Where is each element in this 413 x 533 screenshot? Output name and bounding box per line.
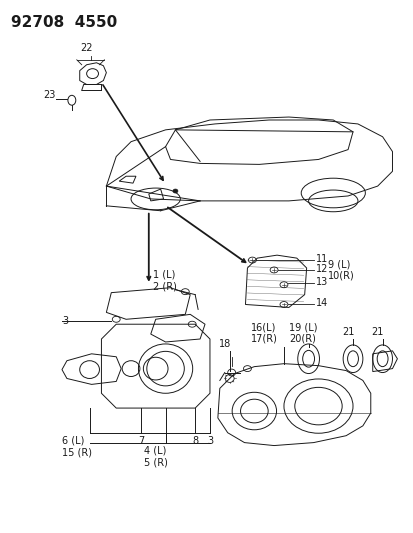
Text: 4 (L)
5 (R): 4 (L) 5 (R): [143, 446, 167, 467]
Text: 6 (L)
15 (R): 6 (L) 15 (R): [62, 435, 92, 457]
Text: 3: 3: [62, 316, 68, 326]
Text: 19 (L)
20(R): 19 (L) 20(R): [289, 322, 317, 344]
Ellipse shape: [173, 189, 178, 193]
Text: 92708  4550: 92708 4550: [11, 15, 116, 30]
Text: 21: 21: [370, 327, 383, 337]
Text: 22: 22: [80, 43, 93, 53]
Text: 18: 18: [218, 339, 230, 349]
Text: 13: 13: [315, 277, 327, 287]
Text: 1 (L)
2 (R): 1 (L) 2 (R): [152, 270, 176, 292]
Text: 14: 14: [315, 298, 327, 309]
Text: 16(L)
17(R): 16(L) 17(R): [250, 322, 277, 344]
Text: 3: 3: [206, 435, 213, 446]
Text: 23: 23: [44, 90, 56, 100]
Text: 8: 8: [192, 435, 198, 446]
Text: 12: 12: [315, 264, 327, 274]
Text: 11: 11: [315, 254, 327, 264]
Text: 21: 21: [341, 327, 354, 337]
Text: 9 (L)
10(R): 9 (L) 10(R): [328, 259, 354, 281]
Text: 7: 7: [138, 435, 144, 446]
